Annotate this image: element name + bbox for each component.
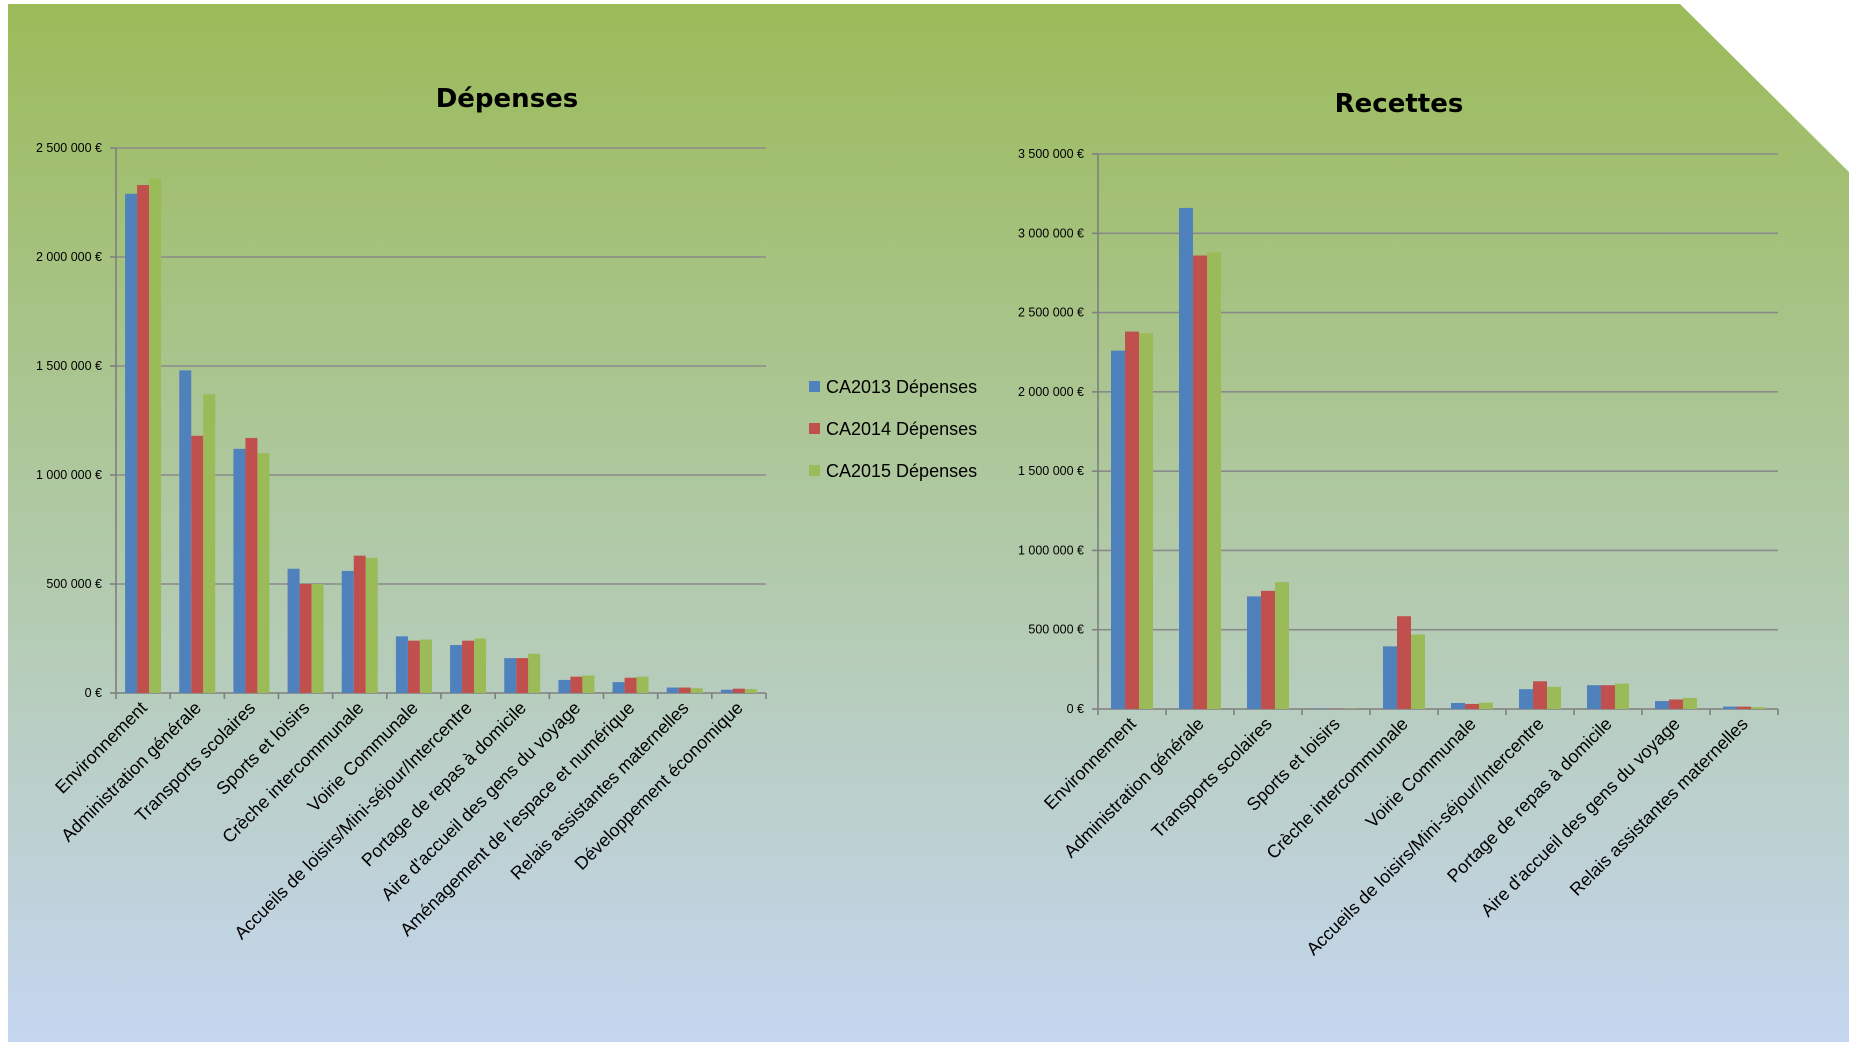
bar-ca2015-depenses-relais-assistantes-maternelles (1751, 707, 1765, 709)
bar-ca2013-depenses-sports-et-loisirs (287, 568, 300, 693)
bar-ca2013-depenses-developpement-economique (720, 689, 733, 693)
bar-ca2013-depenses-creche-intercommunale (1383, 646, 1397, 709)
legend-label-ca2015: CA2015 Dépenses (826, 461, 977, 481)
y-tick-label: 3 000 000 € (1018, 226, 1084, 240)
bar-ca2014-depenses-creche-intercommunale (353, 555, 366, 693)
bar-ca2013-depenses-accueils-de-loisirs-mini-sejour-intercentre (450, 645, 463, 693)
bar-ca2015-depenses-accueils-de-loisirs-mini-sejour-intercentre (1547, 686, 1561, 709)
bar-ca2013-depenses-relais-assistantes-maternelles (1723, 706, 1737, 709)
bar-ca2013-depenses-creche-intercommunale (341, 570, 354, 693)
bar-ca2015-depenses-aire-d-accueil-des-gens-du-voyage (1683, 697, 1697, 709)
depenses-chart-title: Dépenses (436, 84, 579, 114)
bar-ca2014-depenses-sports-et-loisirs (299, 584, 312, 693)
bar-ca2015-depenses-voirie-communale (419, 639, 432, 693)
bar-ca2013-depenses-portage-de-repas-a-domicile (504, 658, 517, 693)
bar-ca2014-depenses-transports-scolaires (245, 437, 258, 693)
bar-ca2014-depenses-administration-generale (191, 435, 204, 693)
bar-ca2015-depenses-sports-et-loisirs (311, 584, 324, 693)
bar-ca2014-depenses-relais-assistantes-maternelles (1737, 706, 1751, 709)
bar-ca2014-depenses-environnement (137, 185, 150, 693)
bar-ca2014-depenses-amenagement-de-l-espace-et-numerique (624, 677, 637, 693)
bar-ca2015-depenses-portage-de-repas-a-domicile (1615, 683, 1629, 709)
bar-ca2014-depenses-transports-scolaires (1261, 590, 1275, 709)
bar-ca2013-depenses-aire-d-accueil-des-gens-du-voyage (558, 679, 571, 693)
y-tick-label: 2 500 000 € (36, 141, 102, 155)
y-tick-label: 2 500 000 € (1018, 306, 1084, 320)
bar-ca2014-depenses-portage-de-repas-a-domicile (1601, 685, 1615, 709)
legend-swatch-ca2014 (809, 423, 820, 434)
bar-ca2015-depenses-transports-scolaires (1275, 582, 1289, 709)
bar-ca2014-depenses-portage-de-repas-a-domicile (516, 658, 529, 693)
bar-ca2013-depenses-environnement (125, 193, 138, 693)
bar-ca2015-depenses-environnement (1139, 333, 1153, 709)
bar-ca2014-depenses-voirie-communale (1465, 703, 1479, 709)
bar-ca2013-depenses-portage-de-repas-a-domicile (1587, 685, 1601, 709)
bar-ca2014-depenses-creche-intercommunale (1397, 616, 1411, 709)
bar-ca2015-depenses-relais-assistantes-maternelles (690, 688, 703, 693)
legend-swatch-ca2013 (809, 381, 820, 392)
recettes-chart-title: Recettes (1335, 89, 1464, 119)
bar-ca2013-depenses-voirie-communale (395, 636, 408, 693)
bar-ca2013-depenses-voirie-communale (1451, 702, 1465, 709)
y-tick-label: 1 500 000 € (36, 359, 102, 373)
legend-label-ca2013: CA2013 Dépenses (826, 377, 977, 397)
bar-ca2015-depenses-portage-de-repas-a-domicile (528, 653, 541, 693)
y-tick-label: 1 000 000 € (36, 468, 102, 482)
bar-ca2014-depenses-relais-assistantes-maternelles (678, 687, 691, 693)
bar-ca2015-depenses-developpement-economique (744, 689, 757, 693)
panel-background (8, 4, 1849, 1042)
legend-entry-ca2014: CA2014 Dépenses (809, 419, 977, 439)
bar-ca2015-depenses-transports-scolaires (257, 453, 270, 693)
bar-ca2013-depenses-administration-generale (1179, 207, 1193, 709)
y-tick-label: 2 000 000 € (36, 250, 102, 264)
bar-ca2015-depenses-creche-intercommunale (365, 557, 378, 693)
bar-ca2015-depenses-aire-d-accueil-des-gens-du-voyage (582, 675, 595, 693)
y-tick-label: 2 000 000 € (1018, 385, 1084, 399)
bar-ca2014-depenses-accueils-de-loisirs-mini-sejour-intercentre (1533, 681, 1547, 709)
bar-ca2014-depenses-voirie-communale (407, 640, 420, 693)
y-tick-label: 0 € (1067, 702, 1084, 716)
bar-ca2013-depenses-accueils-de-loisirs-mini-sejour-intercentre (1519, 689, 1533, 709)
bar-ca2013-depenses-relais-assistantes-maternelles (666, 687, 679, 693)
bar-ca2014-depenses-administration-generale (1193, 255, 1207, 709)
y-tick-label: 0 € (85, 686, 102, 700)
bar-ca2013-depenses-aire-d-accueil-des-gens-du-voyage (1655, 701, 1669, 709)
y-tick-label: 3 500 000 € (1018, 147, 1084, 161)
y-tick-label: 500 000 € (1028, 623, 1084, 637)
y-tick-label: 1 500 000 € (1018, 464, 1084, 478)
bar-ca2013-depenses-transports-scolaires (233, 448, 246, 693)
bar-ca2015-depenses-accueils-de-loisirs-mini-sejour-intercentre (474, 638, 487, 693)
bar-ca2015-depenses-environnement (149, 178, 162, 693)
bar-ca2015-depenses-administration-generale (1207, 252, 1221, 710)
bar-ca2014-depenses-environnement (1125, 331, 1139, 709)
bar-ca2013-depenses-administration-generale (179, 370, 192, 693)
y-tick-label: 1 000 000 € (1018, 543, 1084, 557)
bar-ca2015-depenses-voirie-communale (1479, 702, 1493, 709)
y-tick-label: 500 000 € (46, 577, 102, 591)
bar-ca2015-depenses-creche-intercommunale (1411, 634, 1425, 709)
chart-legend: CA2013 Dépenses CA2014 Dépenses CA2015 D… (809, 377, 977, 481)
bar-ca2013-depenses-amenagement-de-l-espace-et-numerique (612, 682, 625, 693)
legend-entry-ca2015: CA2015 Dépenses (809, 461, 977, 481)
bar-ca2013-depenses-environnement (1111, 350, 1125, 709)
bar-ca2014-depenses-aire-d-accueil-des-gens-du-voyage (570, 676, 583, 693)
bar-ca2014-depenses-accueils-de-loisirs-mini-sejour-intercentre (462, 640, 475, 693)
bar-ca2015-depenses-administration-generale (203, 394, 216, 693)
legend-swatch-ca2015 (809, 465, 820, 476)
bar-ca2014-depenses-developpement-economique (732, 688, 745, 693)
bar-ca2013-depenses-transports-scolaires (1247, 596, 1261, 709)
bar-ca2015-depenses-amenagement-de-l-espace-et-numerique (636, 676, 649, 693)
legend-entry-ca2013: CA2013 Dépenses (809, 377, 977, 397)
bar-ca2014-depenses-aire-d-accueil-des-gens-du-voyage (1669, 699, 1683, 709)
legend-label-ca2014: CA2014 Dépenses (826, 419, 977, 439)
